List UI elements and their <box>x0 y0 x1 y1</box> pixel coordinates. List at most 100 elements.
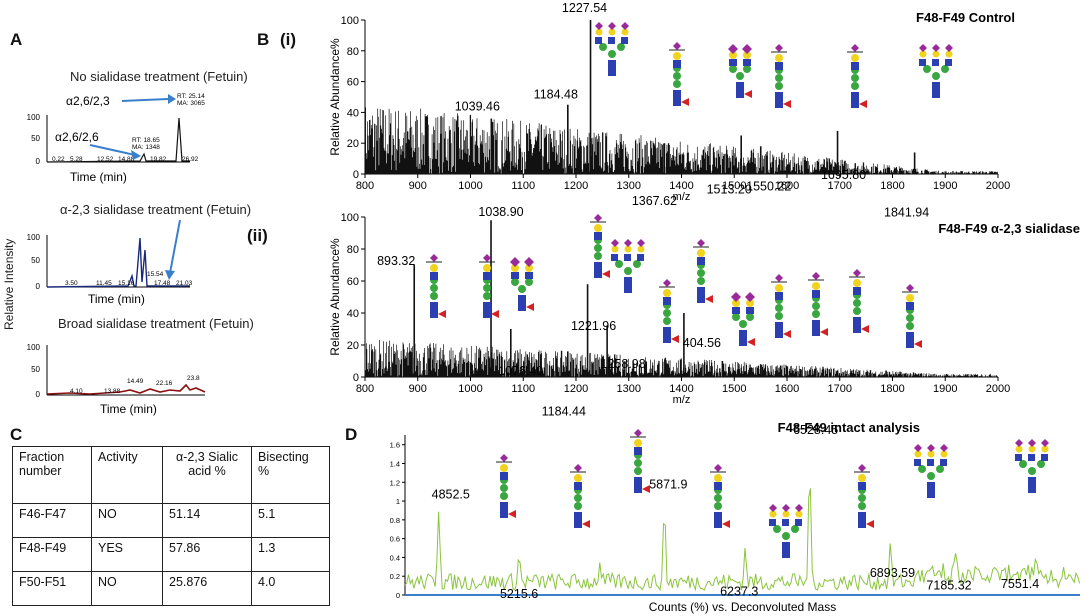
glycan-structure-icon <box>510 257 534 311</box>
chart-title: F48-F49 α-2,3 sialidase <box>938 221 1080 236</box>
peak-label: 1076.40 <box>498 364 543 378</box>
col-bisecting: Bisecting % <box>251 446 330 504</box>
panel-a-sub3-axes: 100 50 0 4.10 13.88 14.49 22.16 23.8 Tim… <box>27 343 206 416</box>
a1-arrow-top <box>121 98 169 102</box>
glycan-structure-icon <box>901 284 923 348</box>
y-tick-label: 20 <box>347 138 359 150</box>
a1-ytick-50: 50 <box>31 134 40 143</box>
chart-title: F48-F49 Control <box>916 10 1015 25</box>
a2-trace <box>46 237 190 288</box>
mass-label: 7185.32 <box>926 578 971 592</box>
glycan-structure-icon <box>914 444 948 498</box>
a3-trace <box>46 383 206 395</box>
glycan-structure-icon <box>770 274 792 338</box>
x-tick-label: 1800 <box>880 383 904 395</box>
panel-a-sub1-title: No sialidase treatment (Fetuin) <box>70 69 248 84</box>
intact-trace <box>404 488 1081 592</box>
x-tick-label: 1900 <box>933 180 957 192</box>
svg-text:14.49: 14.49 <box>127 378 144 385</box>
svg-text:15.54: 15.54 <box>147 271 164 278</box>
a1-arrow-label-bottom: α2,6/2,6 <box>55 130 99 144</box>
glycan-structure-icon <box>848 269 870 333</box>
a1-peak-2: 12.52 <box>97 156 114 163</box>
y-tick-label: 80 <box>347 46 359 58</box>
x-tick-label: 1500 <box>722 383 746 395</box>
panel-a-sub3-title: Broad sialidase treatment (Fetuin) <box>58 316 254 331</box>
a1-peak-4: 19.82 <box>150 156 167 163</box>
svg-text:50: 50 <box>31 256 40 265</box>
peak-label: 1258.98 <box>601 357 646 371</box>
x-tick-label: 900 <box>409 383 427 395</box>
y-tick-label: 40 <box>347 107 359 119</box>
glycan-structure-icon <box>595 22 629 76</box>
x-tick-label: 1600 <box>775 180 799 192</box>
svg-text:17.48: 17.48 <box>154 280 171 287</box>
y-tick-label: 0 <box>396 591 400 600</box>
a1-peak-1: 5.28 <box>70 156 83 163</box>
svg-text:23.8: 23.8 <box>187 375 200 382</box>
peak-label: 1038.90 <box>478 205 523 219</box>
x-tick-label: 1700 <box>828 383 852 395</box>
x-axis-title: m/z <box>673 191 691 203</box>
a2-time-label: Time (min) <box>88 292 145 306</box>
a1-peak-0: 0.22 <box>52 156 65 163</box>
y-tick-label: 20 <box>347 340 359 352</box>
peak-label: 1221.96 <box>571 319 616 333</box>
x-tick-label: 800 <box>356 180 374 192</box>
svg-text:100: 100 <box>27 233 41 242</box>
x-tick-label: 1200 <box>564 180 588 192</box>
peak-label: 1695.80 <box>821 168 866 182</box>
glycan-structure-icon <box>853 464 875 528</box>
glycan-structure-icon <box>478 254 500 318</box>
glycan-structure-icon <box>846 44 868 108</box>
panel-a-chromatograms: 100 50 0 0.22 5.28 12.52 14.88 19.82 26.… <box>27 93 206 416</box>
glycan-structure-icon <box>569 464 591 528</box>
y-axis-title: Relative Abundance% <box>328 238 342 356</box>
glycan-structure-icon <box>425 254 447 318</box>
svg-text:100: 100 <box>27 343 41 352</box>
svg-text:50: 50 <box>31 365 40 374</box>
x-tick-label: 1800 <box>880 180 904 192</box>
y-tick-label: 0.2 <box>390 572 400 581</box>
svg-text:22.16: 22.16 <box>156 380 173 387</box>
glycan-structure-icon <box>807 272 829 336</box>
y-tick-label: 0 <box>353 169 359 181</box>
y-tick-label: 60 <box>347 77 359 89</box>
mass-label: 4852.5 <box>432 488 470 502</box>
y-tick-label: 1.2 <box>390 478 400 487</box>
col-sialic: α-2,3 Sialic acid % <box>162 446 252 504</box>
svg-text:13.88: 13.88 <box>104 388 121 395</box>
svg-text:15.16: 15.16 <box>118 280 135 287</box>
a1-peak-5: 26.92 <box>182 156 199 163</box>
peak-label: 1367.62 <box>632 194 677 208</box>
a1-rt2: RT: 25.14 <box>177 93 205 100</box>
panel-c-table: Fraction number Activity α-2,3 Sialic ac… <box>12 446 330 606</box>
x-tick-label: 800 <box>356 383 374 395</box>
x-tick-label: 1000 <box>458 383 482 395</box>
panel-a-sub1-axes: 100 50 0 0.22 5.28 12.52 14.88 19.82 26.… <box>27 93 206 184</box>
panel-label-b-ii: (ii) <box>247 226 268 245</box>
svg-text:11.45: 11.45 <box>96 280 112 287</box>
glycan-structure-icon <box>692 239 714 303</box>
x-tick-label: 1300 <box>617 383 641 395</box>
y-tick-label: 0.8 <box>390 516 400 525</box>
peak-label: 1184.44 <box>542 404 586 418</box>
x-tick-label: 1300 <box>617 180 641 192</box>
peak-label: 893.32 <box>377 254 415 268</box>
y-tick-label: 100 <box>341 15 359 27</box>
panel-label-c: C <box>10 425 23 444</box>
glycan-structure-icon <box>495 454 517 518</box>
x-tick-label: 1900 <box>933 383 957 395</box>
peak-label: 1039.46 <box>455 100 500 114</box>
table-row: F50-F51 NO 25.876 4.0 <box>12 571 330 606</box>
a2-arrow <box>169 219 181 274</box>
y-tick-label: 1.4 <box>390 459 400 468</box>
y-tick-label: 40 <box>347 308 359 320</box>
x-tick-label: 1400 <box>669 180 693 192</box>
x-tick-label: 1700 <box>828 180 852 192</box>
y-tick-label: 0.4 <box>390 553 400 562</box>
x-tick-label: 2000 <box>986 180 1010 192</box>
a1-peak-3: 14.88 <box>118 156 135 163</box>
y-tick-label: 100 <box>341 212 359 224</box>
y-tick-label: 1.6 <box>390 441 400 450</box>
